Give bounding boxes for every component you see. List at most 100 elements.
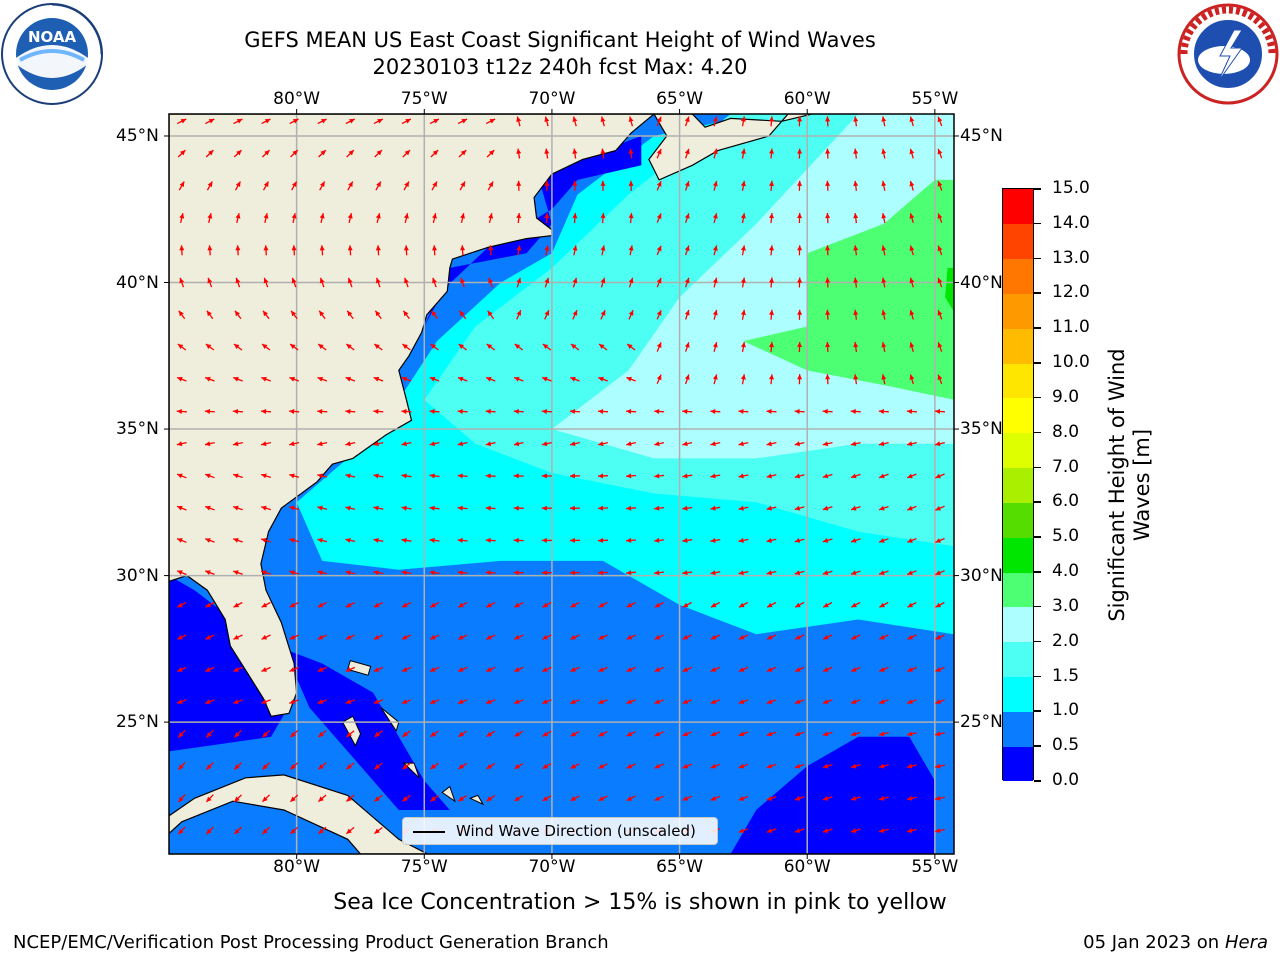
wave-direction-arrowhead — [598, 731, 605, 737]
wave-direction-arrowhead — [234, 828, 240, 835]
wave-direction-arrowhead — [513, 505, 519, 511]
wave-direction-arrowhead — [626, 537, 632, 543]
wave-direction-arrowhead — [570, 667, 576, 672]
wave-direction-arrowhead — [853, 309, 859, 316]
wave-direction-arrowhead — [626, 376, 632, 382]
wave-direction-arrowhead — [346, 731, 352, 737]
wave-direction-arrowhead — [935, 570, 941, 575]
wave-direction-arrowhead — [710, 667, 717, 672]
wave-direction-arrowhead — [179, 213, 185, 219]
colorbar-tick-mark — [1034, 640, 1041, 643]
wave-direction-arrowhead — [207, 181, 213, 187]
wave-direction-arrowhead — [485, 505, 491, 511]
wave-direction-arrowhead — [542, 731, 549, 737]
wave-direction-arrowhead — [345, 570, 351, 576]
wave-direction-arrowhead — [738, 473, 744, 479]
wave-direction-arrowhead — [486, 634, 492, 640]
wave-direction-arrowhead — [544, 277, 550, 284]
wave-direction-arrowhead — [712, 245, 718, 251]
wave-direction-arrowhead — [374, 764, 380, 770]
wave-direction-arrowhead — [851, 602, 857, 608]
lat-tick-label-left: 45°N — [116, 125, 159, 146]
wave-direction-arrowhead — [178, 732, 184, 738]
wave-direction-arrowhead — [628, 310, 634, 316]
wave-direction-arrowhead — [486, 699, 492, 704]
wave-direction-arrowhead — [712, 342, 718, 348]
bahamas-island — [441, 785, 456, 803]
colorbar-segment — [1003, 293, 1033, 329]
wave-direction-arrowhead — [263, 181, 269, 187]
colorbar-tick-label: 2.0 — [1052, 630, 1080, 651]
wave-direction-arrowhead — [429, 699, 436, 704]
colorbar-segment — [1003, 363, 1033, 399]
colorbar-tick-mark — [1034, 745, 1041, 747]
wave-direction-arrowhead — [626, 570, 632, 576]
wave-direction-arrowhead — [373, 505, 379, 511]
wave-direction-arrowhead — [569, 537, 575, 543]
wave-direction-arrowhead — [430, 764, 436, 769]
wave-direction-arrowhead — [542, 699, 548, 704]
noaa-logo: NOAA — [1, 3, 103, 105]
wave-direction-arrowhead — [654, 441, 660, 447]
footer-date-host: 05 Jan 2023 on Hera — [1083, 932, 1268, 953]
wave-direction-arrowhead — [402, 602, 408, 608]
wave-direction-arrowhead — [374, 828, 380, 834]
wave-direction-arrowhead — [317, 473, 323, 479]
wave-direction-arrowhead — [797, 148, 803, 154]
wave-direction-arrowhead — [684, 213, 690, 219]
wave-direction-arrowhead — [317, 667, 324, 672]
wave-direction-arrowhead — [598, 667, 604, 672]
wave-direction-arrowhead — [349, 119, 355, 124]
wave-direction-arrowhead — [937, 213, 943, 219]
wave-direction-arrowhead — [403, 310, 409, 317]
colorbar-tick-label: 8.0 — [1052, 421, 1080, 442]
wave-direction-arrowhead — [740, 245, 746, 251]
wave-direction-arrowhead — [485, 409, 491, 414]
wave-direction-arrowhead — [656, 310, 662, 316]
wave-direction-arrowhead — [738, 505, 744, 511]
wave-direction-arrowhead — [598, 699, 604, 704]
wave-direction-arrowhead — [654, 634, 661, 640]
wave-direction-arrowhead — [542, 602, 548, 608]
map-subtitle: 20230103 t12z 240h fcst Max: 4.20 — [372, 55, 748, 79]
lon-tick-label-top: 80°W — [273, 89, 321, 109]
colorbar-segment — [1003, 641, 1033, 678]
wave-direction-arrowhead — [289, 441, 295, 447]
wave-direction-arrowhead — [909, 277, 915, 284]
colorbar-segment — [1003, 676, 1033, 712]
wave-direction-arrowhead — [598, 634, 605, 640]
wave-direction-arrowhead — [570, 376, 576, 382]
wave-direction-arrowhead — [320, 181, 325, 187]
cuba-land — [169, 774, 446, 854]
wave-direction-arrowhead — [738, 441, 744, 447]
wave-direction-arrowhead — [206, 310, 212, 317]
wave-direction-arrowhead — [544, 180, 550, 186]
wave-direction-arrowhead — [794, 828, 801, 833]
wave-direction-arrowhead — [935, 795, 941, 801]
wave-direction-arrowhead — [178, 310, 184, 317]
wave-direction-arrowhead — [289, 505, 295, 511]
wave-direction-arrowhead — [909, 374, 915, 380]
wave-direction-arrowhead — [570, 634, 576, 640]
wave-direction-arrowhead — [373, 441, 379, 447]
wave-direction-arrowhead — [825, 309, 831, 315]
footer-on: on — [1196, 932, 1220, 953]
contour-0-0p5m-coast — [322, 136, 642, 429]
wave-direction-arrowhead — [485, 441, 492, 447]
wave-direction-arrowhead — [628, 213, 634, 219]
wave-direction-arrowhead — [599, 344, 605, 349]
wave-direction-arrowhead — [180, 150, 186, 156]
wave-direction-arrowhead — [881, 213, 887, 219]
wave-direction-arrowhead — [822, 795, 829, 801]
wave-direction-arrowhead — [879, 795, 885, 801]
footer-credit: NCEP/EMC/Verification Post Processing Pr… — [13, 932, 609, 953]
wave-direction-arrowhead — [516, 180, 522, 186]
map-frame — [168, 113, 955, 855]
wave-direction-arrowhead — [738, 763, 745, 769]
wave-direction-arrowhead — [486, 376, 492, 382]
wave-direction-arrowhead — [684, 310, 690, 316]
lon-tick-label-bottom: 65°W — [656, 857, 704, 877]
wave-direction-arrowhead — [766, 441, 772, 447]
wave-direction-arrowhead — [738, 828, 745, 833]
wave-direction-arrowhead — [712, 213, 718, 219]
